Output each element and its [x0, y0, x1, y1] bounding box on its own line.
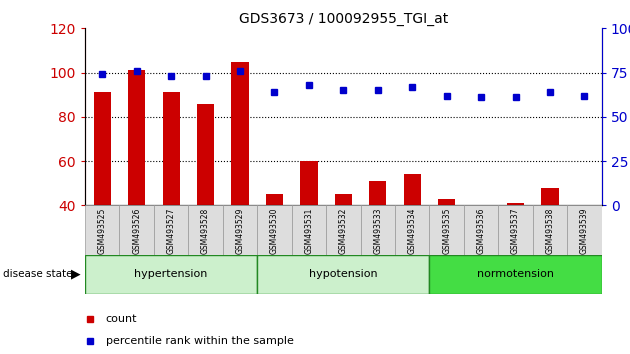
Bar [223, 205, 257, 255]
Bar [292, 205, 326, 255]
Bar [498, 205, 533, 255]
Bar [85, 255, 257, 294]
Bar [266, 194, 283, 294]
Text: GSM493539: GSM493539 [580, 208, 589, 254]
Bar [120, 205, 154, 255]
Text: percentile rank within the sample: percentile rank within the sample [106, 336, 294, 346]
Text: disease state: disease state [3, 269, 72, 279]
Bar [576, 205, 593, 294]
Text: ▶: ▶ [71, 268, 81, 281]
Bar [430, 255, 602, 294]
Text: GSM493538: GSM493538 [546, 208, 554, 254]
Bar [369, 181, 386, 294]
Bar [541, 188, 559, 294]
Bar [430, 205, 464, 255]
Bar [507, 203, 524, 294]
Bar [257, 205, 292, 255]
Bar [128, 70, 146, 294]
Bar [94, 92, 111, 294]
Bar [404, 175, 421, 294]
Bar [438, 199, 455, 294]
Text: GSM493537: GSM493537 [511, 208, 520, 254]
Bar [326, 205, 360, 255]
Bar [197, 104, 214, 294]
Bar [85, 205, 120, 255]
Bar [464, 205, 498, 255]
Bar [231, 62, 249, 294]
Bar [395, 205, 430, 255]
Text: GSM493535: GSM493535 [442, 208, 451, 254]
Text: GSM493531: GSM493531 [304, 208, 313, 254]
Text: GSM493533: GSM493533 [374, 208, 382, 254]
Bar [360, 205, 395, 255]
Text: GSM493526: GSM493526 [132, 208, 141, 254]
Bar [301, 161, 318, 294]
Bar [154, 205, 188, 255]
Text: hypotension: hypotension [309, 269, 377, 279]
Text: GSM493532: GSM493532 [339, 208, 348, 254]
Text: GSM493530: GSM493530 [270, 208, 279, 254]
Text: count: count [106, 314, 137, 325]
Text: GSM493534: GSM493534 [408, 208, 416, 254]
Bar [567, 205, 602, 255]
Bar [533, 205, 567, 255]
Bar [188, 205, 223, 255]
Bar [163, 92, 180, 294]
Text: normotension: normotension [477, 269, 554, 279]
Title: GDS3673 / 100092955_TGI_at: GDS3673 / 100092955_TGI_at [239, 12, 448, 26]
Text: hypertension: hypertension [134, 269, 208, 279]
Text: GSM493536: GSM493536 [477, 208, 486, 254]
Text: GSM493525: GSM493525 [98, 208, 106, 254]
Text: GSM493528: GSM493528 [201, 208, 210, 254]
Bar [472, 205, 490, 294]
Bar [335, 194, 352, 294]
Bar [257, 255, 430, 294]
Text: GSM493527: GSM493527 [167, 208, 176, 254]
Text: GSM493529: GSM493529 [236, 208, 244, 254]
